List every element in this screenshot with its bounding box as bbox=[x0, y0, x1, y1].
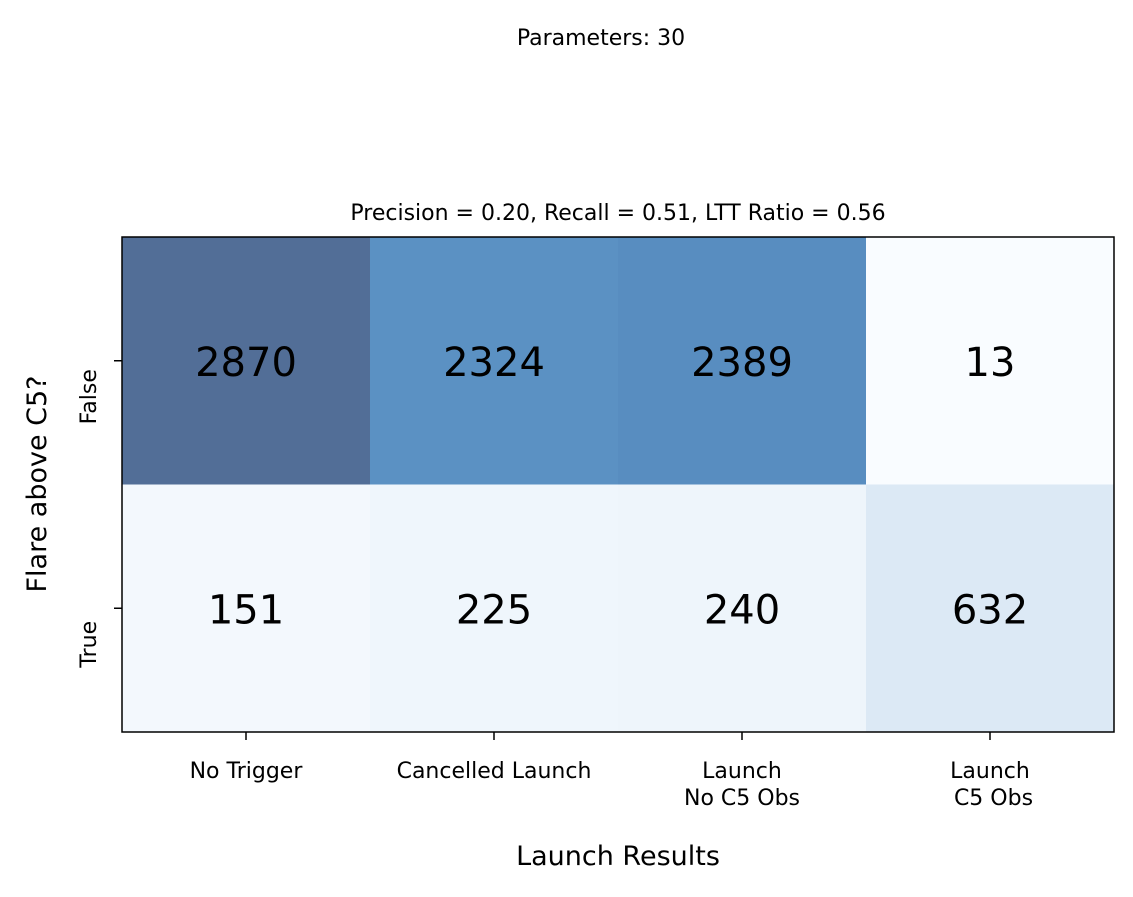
cell-value-label: 240 bbox=[704, 587, 780, 633]
heatmap-cell bbox=[370, 484, 619, 733]
heatmap-cell bbox=[122, 484, 371, 733]
y-tick-label: False bbox=[77, 369, 102, 424]
plot-frame bbox=[121, 236, 1115, 733]
heatmap-cells bbox=[122, 237, 1115, 733]
heatmap-cell bbox=[370, 237, 619, 485]
heatmap-cell bbox=[618, 484, 867, 733]
x-tick-label: Launch No C5 Obs bbox=[684, 759, 800, 811]
x-axis-ticks: No Trigger Cancelled Launch Launch No C5 Ob… bbox=[190, 732, 1033, 811]
cell-value-label: 225 bbox=[456, 587, 532, 633]
cell-value-label: 632 bbox=[952, 587, 1028, 633]
heatmap-cell bbox=[122, 237, 371, 485]
cell-value-label: 2324 bbox=[443, 340, 545, 386]
heatmap-cell bbox=[618, 237, 867, 485]
heatmap-cell bbox=[866, 237, 1115, 485]
heatmap-cell bbox=[866, 484, 1115, 733]
x-tick-label: Launch C5 Obs bbox=[947, 759, 1033, 811]
y-axis-label: Flare above C5? bbox=[22, 375, 53, 592]
x-axis-label: Launch Results bbox=[516, 841, 720, 872]
y-tick-label: True bbox=[77, 621, 102, 669]
cell-value-label: 13 bbox=[965, 340, 1016, 386]
chart-title: Precision = 0.20, Recall = 0.51, LTT Rat… bbox=[350, 201, 885, 226]
cell-value-label: 151 bbox=[208, 587, 284, 633]
cell-value-label: 2870 bbox=[195, 340, 297, 386]
y-axis-ticks: False True bbox=[77, 360, 122, 669]
chart-suptitle: Parameters: 30 bbox=[517, 26, 685, 51]
cell-value-label: 2389 bbox=[691, 340, 793, 386]
x-tick-label: No Trigger bbox=[190, 759, 304, 784]
cell-value-labels: 2870 2324 2389 13 151 225 240 632 bbox=[195, 340, 1028, 634]
x-tick-label: Cancelled Launch bbox=[397, 759, 592, 784]
